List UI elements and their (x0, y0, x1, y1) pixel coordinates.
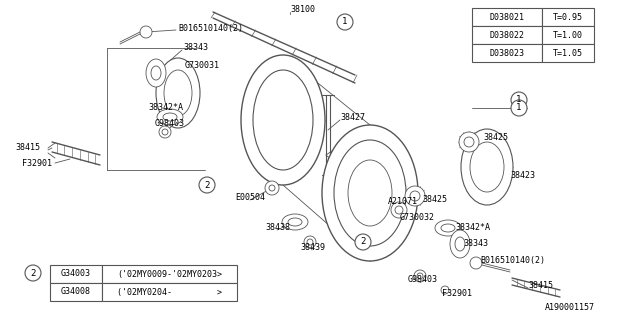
Circle shape (307, 239, 313, 245)
Circle shape (410, 191, 420, 201)
Circle shape (441, 286, 449, 294)
Text: F32901: F32901 (442, 289, 472, 298)
Text: ('02MY0204-         >: ('02MY0204- > (117, 287, 222, 297)
Text: 2: 2 (360, 237, 365, 246)
Text: G730031: G730031 (185, 60, 220, 69)
Text: F32901: F32901 (22, 158, 52, 167)
Text: B016510140(2): B016510140(2) (480, 255, 545, 265)
Circle shape (391, 202, 407, 218)
Text: G34003: G34003 (61, 269, 91, 278)
Ellipse shape (282, 214, 308, 230)
Text: E00504: E00504 (235, 194, 265, 203)
Text: 38425: 38425 (483, 133, 508, 142)
Text: 38343: 38343 (463, 239, 488, 249)
Text: G34008: G34008 (61, 287, 91, 297)
Bar (50, 283, 102, 301)
Ellipse shape (288, 218, 302, 226)
Text: 38425: 38425 (422, 196, 447, 204)
Ellipse shape (450, 230, 470, 258)
Ellipse shape (455, 237, 465, 251)
Text: 38342*A: 38342*A (455, 223, 490, 233)
Ellipse shape (334, 140, 406, 246)
Ellipse shape (164, 70, 192, 116)
Circle shape (414, 270, 426, 282)
Circle shape (395, 206, 403, 214)
Circle shape (417, 273, 423, 279)
Circle shape (464, 137, 474, 147)
Bar (542, 26, 594, 44)
Text: 38100: 38100 (290, 5, 315, 14)
Text: 1: 1 (342, 18, 348, 27)
Bar (472, 26, 542, 44)
Circle shape (511, 100, 527, 116)
Bar (542, 44, 594, 62)
Text: B016510140(2): B016510140(2) (178, 23, 243, 33)
Text: T=0.95: T=0.95 (553, 12, 583, 21)
Text: D038021: D038021 (490, 12, 525, 21)
Bar (102, 283, 237, 301)
Text: D038023: D038023 (490, 49, 525, 58)
Ellipse shape (441, 224, 455, 232)
Ellipse shape (151, 66, 161, 80)
Text: 2: 2 (204, 180, 210, 189)
Text: 38415: 38415 (15, 143, 40, 153)
Text: A21071: A21071 (388, 197, 418, 206)
Bar (472, 44, 542, 62)
Ellipse shape (461, 129, 513, 205)
Bar (472, 8, 542, 26)
Text: T=1.05: T=1.05 (553, 49, 583, 58)
Circle shape (269, 185, 275, 191)
Ellipse shape (157, 109, 183, 125)
Text: 1: 1 (516, 95, 522, 105)
Circle shape (25, 265, 41, 281)
Text: A190001157: A190001157 (545, 303, 595, 313)
Ellipse shape (348, 160, 392, 226)
Text: 38423: 38423 (510, 171, 535, 180)
Circle shape (355, 234, 371, 250)
Ellipse shape (146, 59, 166, 87)
Text: 38342*A: 38342*A (148, 103, 183, 113)
Text: T=1.00: T=1.00 (553, 30, 583, 39)
Circle shape (162, 129, 168, 135)
Ellipse shape (156, 58, 200, 128)
Ellipse shape (322, 125, 418, 261)
Circle shape (159, 126, 171, 138)
Ellipse shape (470, 142, 504, 192)
Text: 38427: 38427 (340, 114, 365, 123)
Text: G98403: G98403 (155, 119, 185, 129)
Circle shape (405, 186, 425, 206)
Text: 2: 2 (30, 268, 36, 277)
Text: 38343: 38343 (183, 44, 208, 52)
Bar (102, 265, 237, 283)
Ellipse shape (163, 113, 177, 121)
Bar (50, 265, 102, 283)
Text: ('02MY0009-'02MY0203>: ('02MY0009-'02MY0203> (117, 269, 222, 278)
Text: 38438: 38438 (265, 223, 290, 233)
Circle shape (265, 181, 279, 195)
Ellipse shape (241, 55, 325, 185)
Circle shape (470, 257, 482, 269)
Circle shape (140, 26, 152, 38)
Text: D038022: D038022 (490, 30, 525, 39)
Circle shape (459, 132, 479, 152)
Circle shape (337, 14, 353, 30)
Ellipse shape (253, 70, 313, 170)
Text: 38439: 38439 (300, 244, 325, 252)
Ellipse shape (435, 220, 461, 236)
Circle shape (511, 92, 527, 108)
Bar (542, 8, 594, 26)
Circle shape (304, 236, 316, 248)
Text: G98403: G98403 (408, 276, 438, 284)
Text: 38415: 38415 (528, 282, 553, 291)
Text: G730032: G730032 (400, 213, 435, 222)
Text: 1: 1 (516, 103, 522, 113)
Circle shape (199, 177, 215, 193)
